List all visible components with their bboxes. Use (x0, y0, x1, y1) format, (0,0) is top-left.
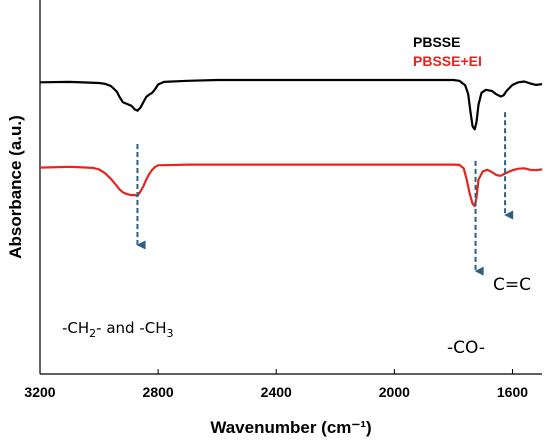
y-axis-title: Absorbance (a.u.) (6, 115, 25, 259)
annotation-ch-sub1: 2 (89, 327, 96, 340)
plot-frame (39, 0, 542, 375)
annotation-cc-label: C=C (493, 275, 531, 295)
series-layer (39, 78, 543, 208)
x-tick-labels: 3200 2800 2400 2000 1600 (24, 369, 528, 400)
annotation-ch-part1: -CH (62, 319, 89, 337)
annotation-arrows (136, 112, 514, 276)
series-line-pbsse-ei (39, 163, 543, 208)
x-tick-label-2000: 2000 (379, 384, 410, 400)
annotation-ch-label: -CH2- and -CH3 (62, 319, 174, 340)
annotation-co-label: -CO- (447, 338, 485, 358)
legend: PBSSE PBSSE+EI (413, 34, 482, 69)
series-line-pbsse (39, 78, 543, 131)
legend-entry-pbsse-ei: PBSSE+EI (413, 53, 482, 69)
x-tick-label-3200: 3200 (24, 384, 55, 400)
annotation-ch-part2: - and -CH (96, 319, 166, 337)
x-tick-label-1600: 1600 (497, 384, 528, 400)
annotation-labels: -CH2- and -CH3 -CO- C=C (62, 275, 531, 358)
x-tick-label-2800: 2800 (143, 384, 174, 400)
x-axis-title: Wavenumber (cm⁻¹) (210, 418, 371, 437)
annotation-ch-sub2: 3 (167, 327, 174, 340)
x-tick-label-2400: 2400 (261, 384, 292, 400)
legend-entry-pbsse: PBSSE (413, 34, 460, 50)
